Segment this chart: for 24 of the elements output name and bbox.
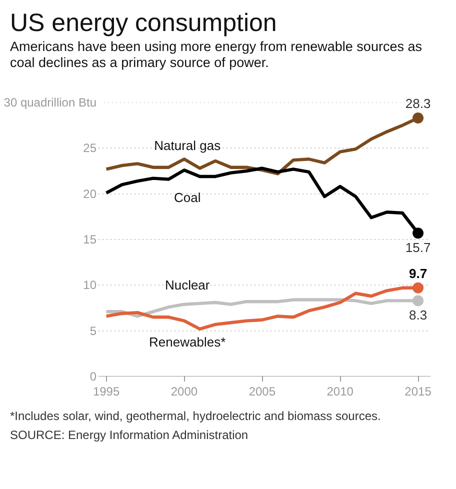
data-label: 28.3 [405, 96, 431, 112]
x-tick-label: 2015 [404, 384, 432, 399]
series-label: Coal [174, 190, 201, 206]
chart-title: US energy consumption [10, 9, 277, 37]
y-tick-label: 15 [83, 232, 97, 247]
series-label: Natural gas [154, 138, 222, 154]
series-label: Renewables* [149, 334, 226, 350]
y-tick-label: 10 [83, 278, 97, 292]
y-tick-label: 20 [83, 186, 97, 201]
chart-subtitle: Americans have been using more energy from renewable sources as coal declines as a primary source of power. [10, 38, 423, 72]
x-tick-label: 2005 [248, 384, 276, 399]
series-label: Nuclear [164, 278, 210, 293]
x-tick-label: 2010 [326, 384, 354, 399]
data-label: 8.3 [408, 308, 428, 323]
x-tick-label: 1995 [92, 384, 120, 399]
source-note: SOURCE: Energy Information Administration [10, 428, 248, 442]
x-tick-label: 2000 [170, 384, 198, 399]
data-label: 9.7 [408, 266, 428, 281]
y-tick-label: 5 [90, 324, 97, 338]
y-tick-label: 25 [83, 141, 97, 156]
y-tick-label: 0 [90, 370, 97, 384]
text: *Includes solar, wind, geothermal, hydroelectric and biomass sources. [10, 409, 381, 424]
data-label: 15.7 [405, 240, 431, 256]
y-tick-label: 30 quadrillion Btu [4, 96, 97, 110]
